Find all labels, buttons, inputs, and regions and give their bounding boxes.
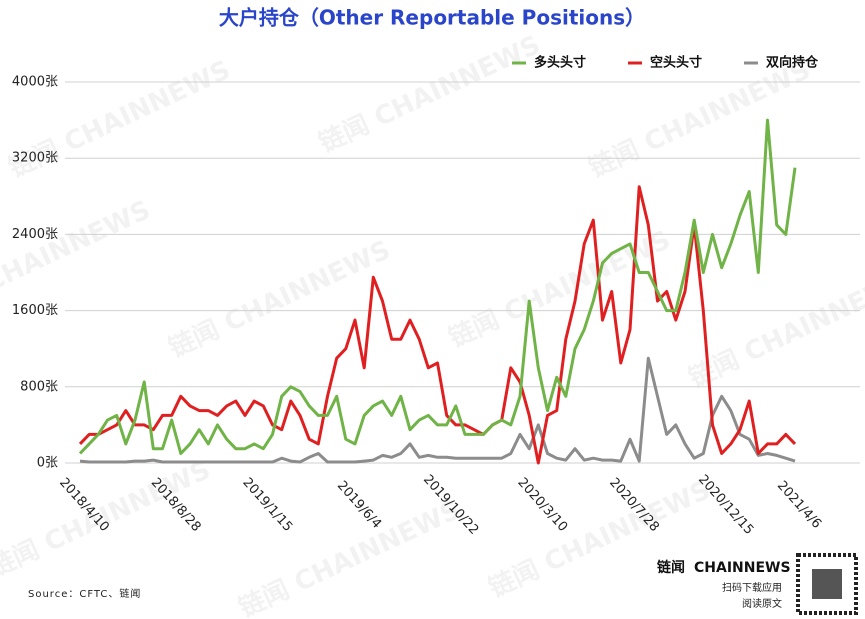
chart-title: 大户持仓（Other Reportable Positions） (219, 6, 645, 30)
legend-label: 空头头寸 (650, 55, 702, 71)
qr-code (796, 553, 858, 615)
y-tick-label: 1600张 (12, 303, 58, 318)
legend-label: 双向持仓 (766, 55, 819, 71)
y-tick-label: 3200张 (12, 151, 58, 166)
y-tick-label: 0张 (37, 456, 58, 471)
watermark: 链闻 CHAINNEWS (314, 29, 545, 159)
series-line (78, 118, 797, 455)
y-tick-label: 4000张 (12, 75, 58, 90)
legend-label: 多头头寸 (534, 55, 586, 71)
watermark: 链闻 CHAINNEWS (684, 264, 865, 394)
x-tick-label: 2019/6/4 (334, 478, 384, 531)
watermark: 链闻 CHAINNEWS (484, 474, 715, 604)
source: Source：CFTC、链闻 (28, 587, 141, 600)
y-tick-label: 800张 (20, 379, 58, 394)
y-tick-label: 2400张 (12, 227, 58, 242)
qr-code-center (812, 569, 842, 599)
logo-brand: CHAINNEWS (694, 560, 791, 576)
x-tick-label: 2020/3/10 (514, 475, 570, 535)
series-line (78, 185, 797, 465)
logo-name: 链闻 (657, 559, 685, 576)
x-tick-label: 2021/4/6 (774, 478, 824, 531)
logo-line: 阅读原文 (742, 597, 782, 610)
watermark: 链闻 CHAINNEWS (444, 224, 675, 354)
series-line (79, 356, 796, 464)
logo-line: 扫码下载应用 (722, 581, 782, 594)
watermark: 链闻 CHAINNEWS (584, 54, 815, 184)
x-tick-label: 2019/1/15 (239, 475, 295, 535)
